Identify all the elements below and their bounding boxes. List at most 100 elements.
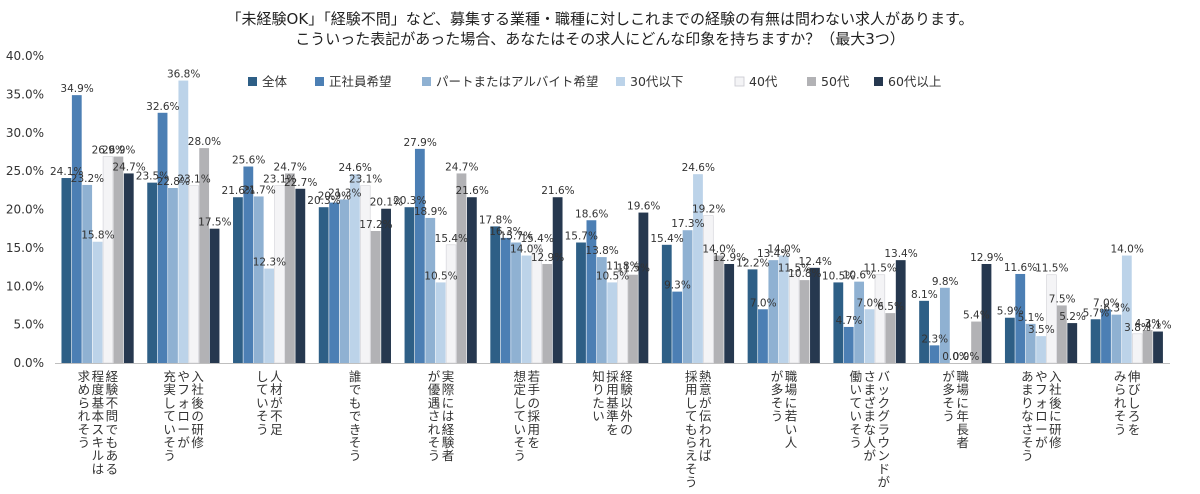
- legend-swatch: [315, 77, 324, 86]
- data-label: 18.9%: [414, 206, 447, 218]
- data-label: 11.5%: [617, 263, 650, 275]
- legend-entry: 正社員希望: [329, 74, 392, 89]
- bar: [500, 237, 511, 363]
- data-label: 9.3%: [664, 280, 691, 292]
- bar: [511, 242, 521, 363]
- x-axis-categories: 経験不問でもある程度基本スキルは求められそう入社後の研修やフォローが充実していそ…: [78, 369, 1141, 490]
- data-label: 11.8%: [606, 260, 639, 272]
- category-label-column: 程度基本スキルは: [92, 369, 105, 476]
- y-tick-label: 5.0%: [14, 318, 45, 332]
- data-label: 15.7%: [565, 231, 598, 243]
- legend: 全体 正社員希望 パートまたはアルバイト希望 30代以下 40代 50代 60代以上: [248, 74, 941, 89]
- bar: [1004, 317, 1015, 363]
- bar: [295, 188, 306, 363]
- data-label: 11.5%: [1035, 263, 1068, 275]
- category-label-column: 入社後に研修: [1049, 369, 1062, 450]
- bar: [1046, 274, 1057, 364]
- bar: [243, 166, 254, 363]
- data-label: 21.6%: [541, 185, 574, 197]
- data-label: 11.6%: [1004, 262, 1037, 274]
- category-label-column: 知りたい: [592, 369, 605, 424]
- bar: [531, 244, 543, 364]
- legend-entry: 50代: [821, 74, 850, 89]
- data-label: 26.9%: [102, 145, 135, 157]
- data-label: 3.8%: [1124, 322, 1151, 334]
- data-label: 20.3%: [307, 195, 340, 207]
- bar: [466, 197, 477, 363]
- data-label: 23.1%: [349, 174, 382, 186]
- data-label: 16.3%: [489, 226, 522, 238]
- bar: [82, 184, 93, 363]
- data-label: 24.1%: [50, 166, 83, 178]
- data-label: 10.5%: [424, 270, 457, 282]
- y-tick-label: 35.0%: [6, 87, 44, 101]
- y-tick-label: 20.0%: [6, 203, 44, 217]
- y-tick-label: 30.0%: [6, 126, 44, 140]
- category-label-column: していそう: [256, 369, 269, 437]
- y-tick-label: 25.0%: [6, 164, 44, 178]
- bar: [939, 287, 950, 363]
- category-label-column: みられそう: [1114, 369, 1127, 437]
- data-label: 21.6%: [222, 185, 255, 197]
- data-label: 22.8%: [157, 176, 190, 188]
- bar: [661, 244, 672, 363]
- data-label: 20.3%: [393, 195, 426, 207]
- data-label: 14.0%: [702, 244, 735, 256]
- data-label: 17.2%: [359, 219, 392, 231]
- bar: [329, 202, 339, 363]
- bar: [435, 282, 446, 363]
- data-label: 11.5%: [778, 263, 811, 275]
- data-label: 5.1%: [1018, 312, 1045, 324]
- bar: [349, 174, 360, 363]
- data-label: 28.0%: [188, 136, 221, 148]
- data-label: 12.9%: [713, 252, 746, 264]
- bar: [1153, 331, 1163, 363]
- bar: [586, 220, 597, 363]
- bar: [768, 260, 779, 363]
- legend-entry: 全体: [262, 74, 288, 89]
- data-label: 5.9%: [997, 306, 1024, 318]
- data-label: 14.0%: [1110, 244, 1143, 256]
- bar: [747, 269, 758, 363]
- category-label-column: 求められそう: [78, 369, 91, 450]
- bar: [425, 217, 436, 363]
- bar: [199, 148, 210, 363]
- data-label: 27.9%: [403, 137, 436, 149]
- bar: [147, 182, 158, 363]
- category-label-column: さまざまな人が: [864, 369, 877, 463]
- data-label: 23.5%: [136, 171, 169, 183]
- bar: [552, 197, 563, 363]
- legend-swatch: [734, 76, 745, 87]
- bar: [1056, 305, 1067, 363]
- data-label: 4.3%: [1135, 318, 1162, 330]
- category-label-column: バックグラウンドが: [878, 369, 891, 490]
- category-label-column: 採用してもらえそう: [685, 369, 698, 490]
- data-label: 17.8%: [479, 214, 512, 226]
- data-label: 21.3%: [328, 188, 361, 200]
- bar: [672, 291, 683, 363]
- data-label: 22.7%: [284, 177, 317, 189]
- bar: [854, 281, 865, 363]
- bar: [981, 263, 992, 363]
- bar: [713, 255, 724, 363]
- bar: [1015, 273, 1026, 363]
- bar: [864, 309, 875, 363]
- bar: [253, 196, 264, 363]
- bar: [638, 212, 649, 363]
- legend-swatch: [616, 77, 625, 86]
- bar: [1101, 309, 1111, 363]
- bar: [414, 148, 425, 363]
- bar: [542, 263, 553, 363]
- data-label: 24.7%: [445, 161, 478, 173]
- category-label-column: 伸びしろを: [1128, 369, 1141, 437]
- data-label: 6.3%: [1103, 303, 1130, 315]
- data-label: 14.0%: [510, 244, 543, 256]
- bar: [576, 242, 586, 363]
- bar: [758, 309, 768, 363]
- bar: [404, 207, 415, 363]
